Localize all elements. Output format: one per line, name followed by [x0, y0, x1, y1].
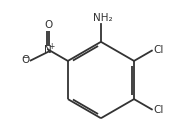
Text: Cl: Cl [153, 45, 164, 55]
Text: O: O [21, 55, 30, 65]
Text: O: O [44, 20, 52, 30]
Text: NH₂: NH₂ [93, 13, 112, 23]
Text: N: N [44, 45, 52, 55]
Text: −: − [21, 52, 29, 61]
Text: +: + [49, 42, 55, 51]
Text: Cl: Cl [153, 105, 164, 115]
